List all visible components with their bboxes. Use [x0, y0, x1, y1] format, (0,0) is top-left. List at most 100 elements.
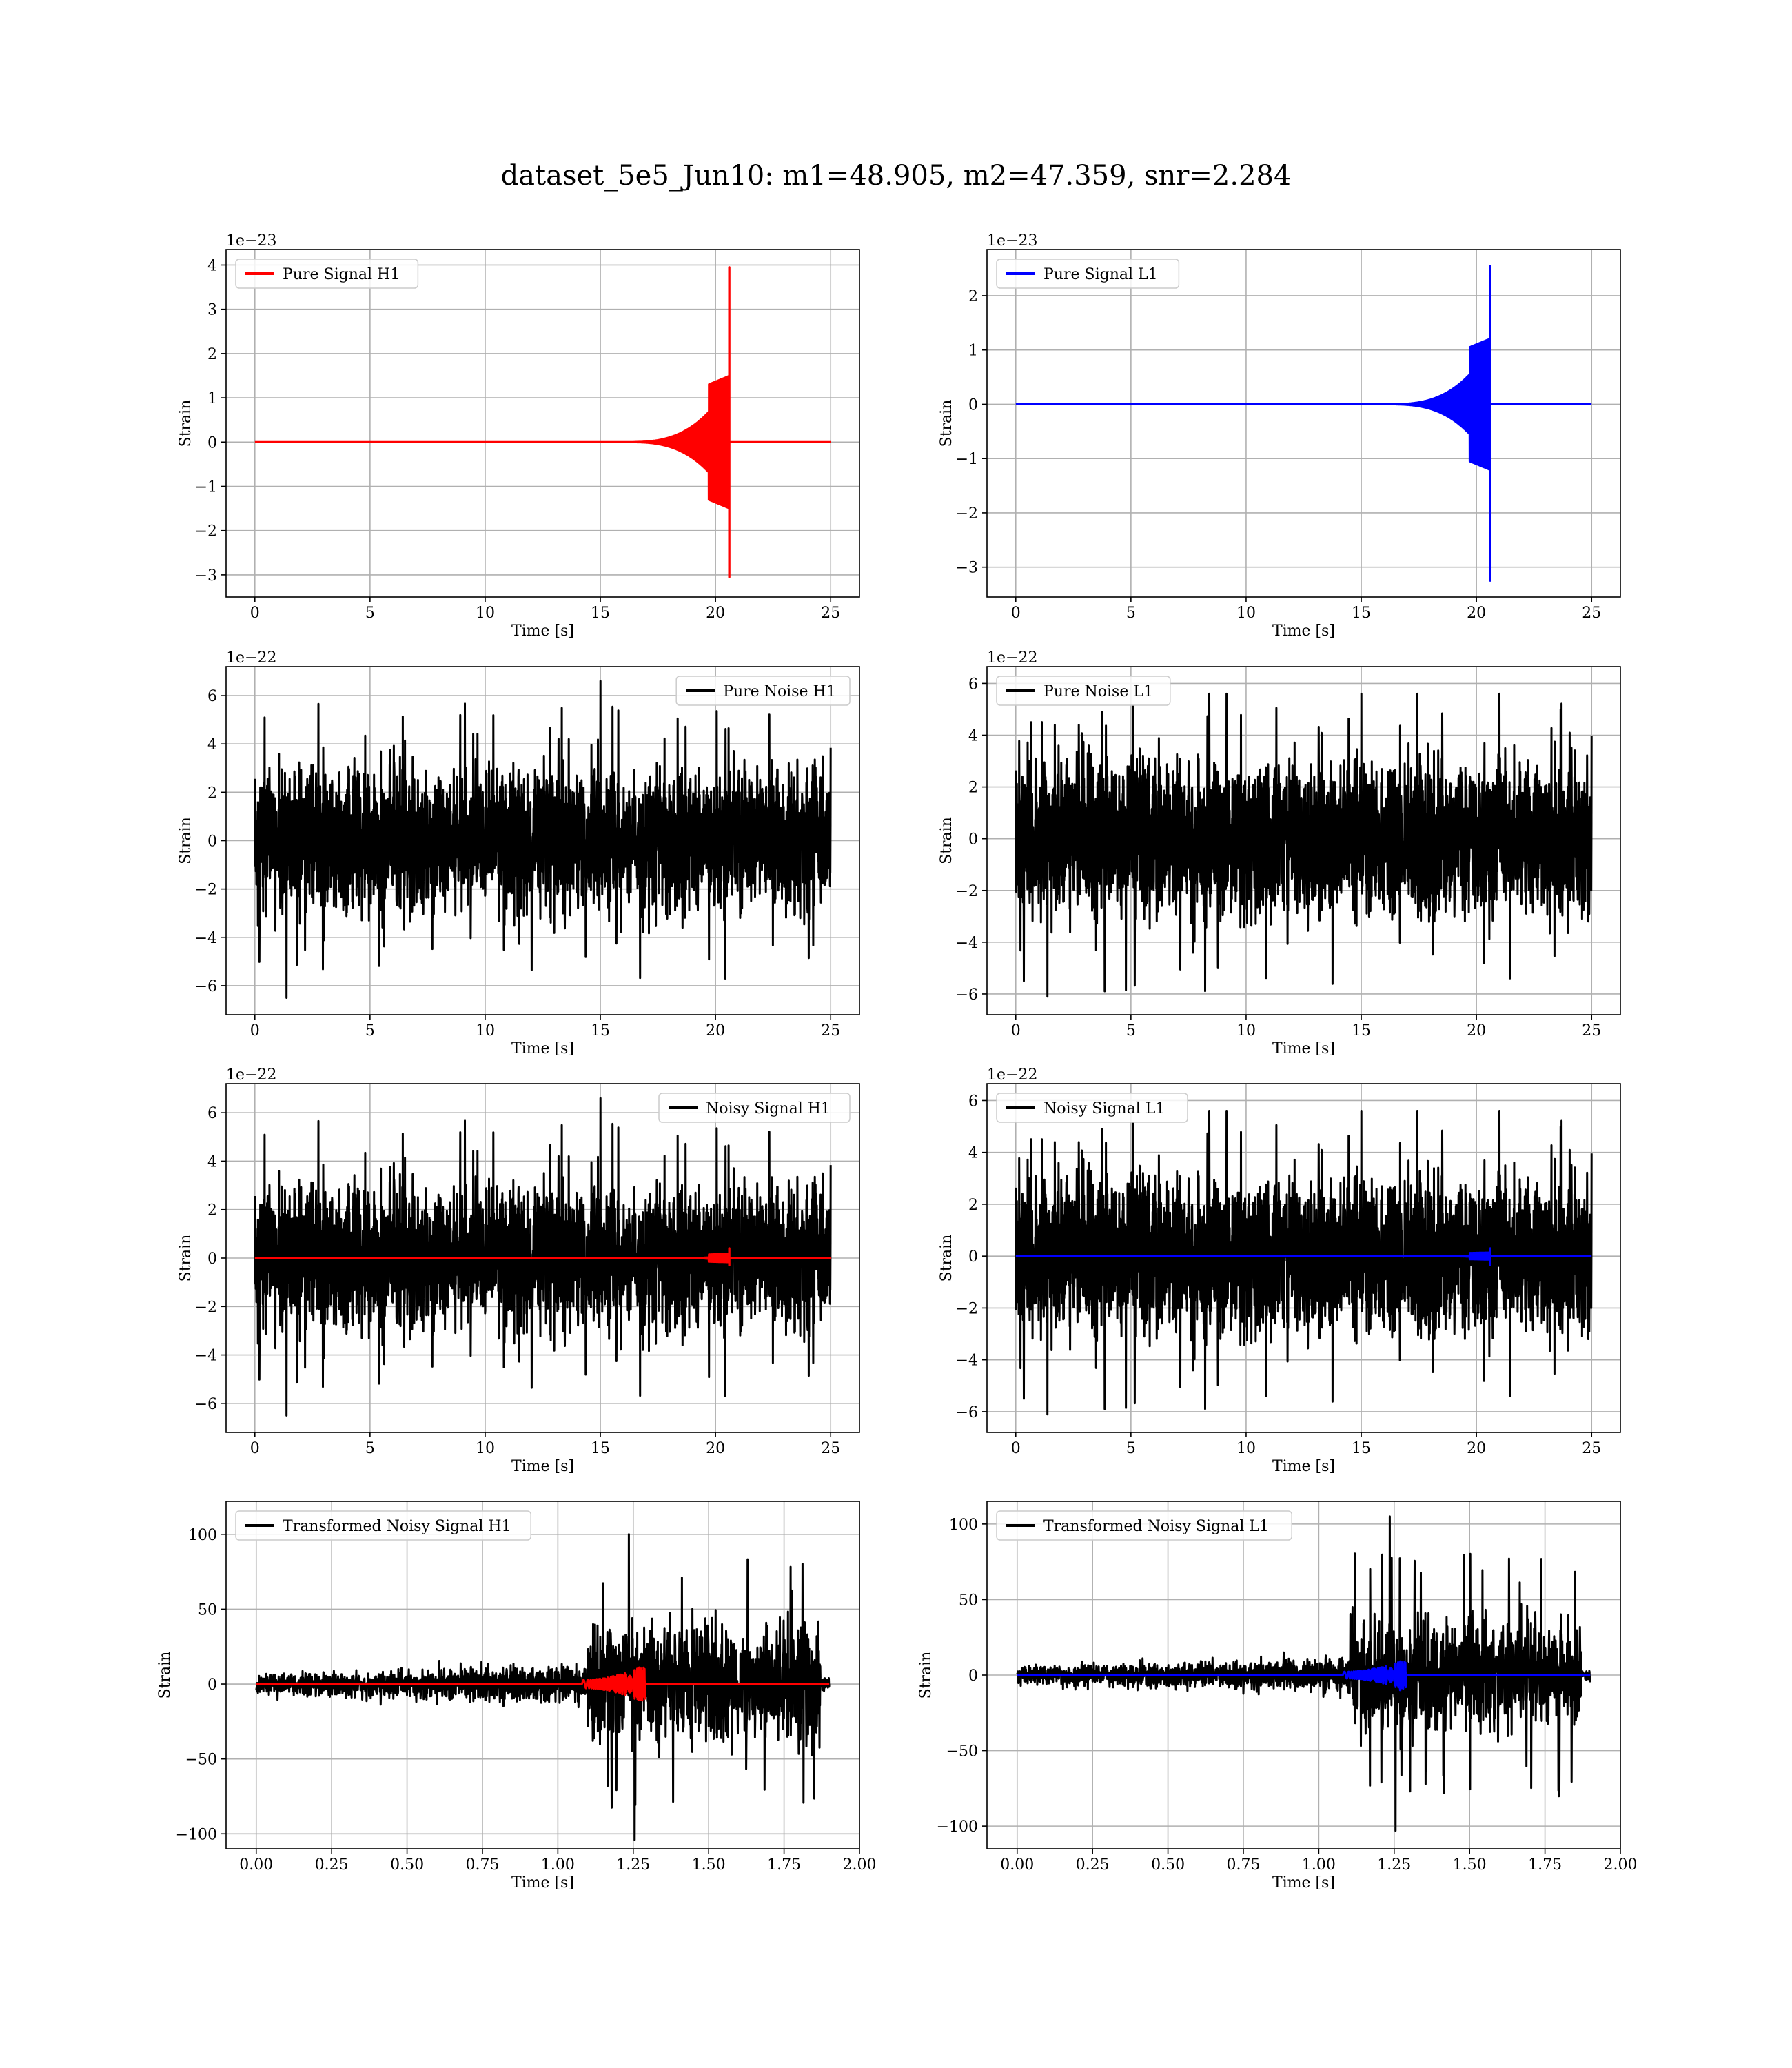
y-tick-label: 0: [968, 1248, 978, 1266]
y-axis-label: Strain: [938, 817, 955, 864]
legend-box: [675, 676, 851, 706]
y-axis-label: Strain: [177, 400, 194, 447]
x-axis-label: Time [s]: [511, 1874, 574, 1892]
x-axis-label: Time [s]: [511, 1458, 574, 1475]
x-tick-label: 5: [1126, 605, 1136, 622]
series-group: [1015, 692, 1593, 998]
axis-offset-text: 1e−22: [987, 1066, 1037, 1084]
y-tick-label: 1: [207, 390, 217, 407]
axis-offset-text: 1e−23: [987, 232, 1037, 250]
x-tick-label: 15: [591, 1022, 610, 1040]
series-line-2: [255, 1666, 831, 1702]
y-tick-label: −4: [956, 935, 978, 952]
y-tick-label: −2: [956, 883, 978, 900]
x-tick-label: 15: [591, 605, 610, 622]
legend: Transformed Noisy Signal L1: [996, 1510, 1292, 1541]
subplot-8: 0.00 0.25 0.50 0.75 1.00 1.25 1.50 1.75 2.00 −100…: [917, 1501, 1637, 1892]
y-axis-label: Strain: [177, 1235, 194, 1282]
y-tick-label: 6: [968, 1093, 978, 1110]
legend-label: Noisy Signal H1: [706, 1100, 831, 1117]
y-axis-label: Strain: [917, 1652, 935, 1699]
plot-area: [226, 250, 859, 597]
y-tick-label: −4: [956, 1352, 978, 1370]
series-group: [254, 680, 832, 999]
x-tick-label: 20: [706, 1440, 725, 1457]
x-tick-label: 15: [591, 1440, 610, 1457]
legend: Transformed Noisy Signal H1: [235, 1510, 531, 1541]
subplot-7: 0.00 0.25 0.50 0.75 1.00 1.25 1.50 1.75 2.00 −100…: [156, 1501, 876, 1892]
series-line-1: [1015, 692, 1593, 998]
x-tick-label: 15: [1352, 1440, 1371, 1457]
x-tick-label: 5: [365, 1440, 375, 1457]
axes-frame: [986, 666, 1621, 1015]
x-tick-label: 5: [365, 605, 375, 622]
x-tick-label: 0: [1011, 1440, 1021, 1457]
x-tick-label: 1.00: [541, 1856, 575, 1874]
x-tick-label: 10: [476, 1440, 495, 1457]
legend-label: Noisy Signal L1: [1043, 1100, 1165, 1117]
y-tick-label: −2: [195, 523, 217, 540]
x-tick-label: 0: [250, 605, 260, 622]
x-tick-label: 0: [1011, 1022, 1021, 1040]
x-tick-label: 0.50: [390, 1856, 424, 1874]
series-line-1: [1015, 1110, 1593, 1416]
y-tick-label: −3: [956, 560, 978, 577]
y-tick-label: 2: [968, 1197, 978, 1214]
x-tick-label: 20: [706, 1022, 725, 1040]
y-tick-label: 0: [207, 1250, 217, 1268]
y-tick-label: −100: [937, 1818, 978, 1836]
subplot-grid: 0 5 10 15 20 25 −3 −2 −1 0 1 2 3 4 Time [s] Strain 1e−23…: [156, 232, 1637, 1892]
y-tick-label: −3: [195, 567, 217, 585]
legend-box: [996, 1510, 1292, 1541]
series-line-1: [254, 266, 832, 578]
legend-box: [235, 1510, 531, 1541]
subplot-5: 0 5 10 15 20 25 −6 −4 −2 0 2 4 6 Time [s] Strain 1e−22 N…: [177, 1066, 860, 1475]
y-tick-label: −50: [946, 1743, 978, 1761]
y-tick-label: 100: [188, 1527, 217, 1544]
y-tick-label: −6: [956, 986, 978, 1004]
y-axis-label: Strain: [177, 817, 194, 864]
x-tick-label: 20: [706, 605, 725, 622]
x-tick-label: 5: [365, 1022, 375, 1040]
y-tick-label: −100: [176, 1826, 217, 1843]
y-axis-label: Strain: [156, 1652, 174, 1699]
axis-offset-text: 1e−23: [226, 232, 276, 250]
x-tick-label: 10: [1236, 1440, 1256, 1457]
legend-label: Pure Signal L1: [1043, 266, 1158, 283]
legend-label: Pure Noise L1: [1043, 683, 1153, 700]
axes-frame: [225, 249, 860, 598]
x-axis-label: Time [s]: [1272, 622, 1335, 640]
y-tick-label: 50: [198, 1601, 217, 1619]
subplot-6: 0 5 10 15 20 25 −6 −4 −2 0 2 4 6 Time [s] Strain 1e−22 N…: [938, 1066, 1621, 1475]
axis-offset-text: 1e−22: [226, 649, 276, 667]
axis-offset-text: 1e−22: [226, 1066, 276, 1084]
axes-frame: [986, 1083, 1621, 1433]
x-tick-label: 25: [1582, 1440, 1601, 1457]
series-group: [254, 1097, 832, 1417]
y-tick-label: −4: [195, 930, 217, 947]
y-axis-label: Strain: [938, 1235, 955, 1282]
series-line-2: [254, 1247, 832, 1266]
figure-title: dataset_5e5_Jun10: m1=48.905, m2=47.359,…: [501, 160, 1292, 192]
y-tick-label: 3: [207, 302, 217, 319]
x-tick-label: 20: [1467, 1440, 1486, 1457]
y-tick-label: −1: [195, 478, 217, 496]
legend-box: [658, 1093, 851, 1123]
x-tick-label: 25: [1582, 1022, 1601, 1040]
x-tick-label: 0.75: [465, 1856, 499, 1874]
y-tick-label: −6: [195, 1396, 217, 1413]
y-tick-label: −1: [956, 451, 978, 468]
y-tick-label: 4: [968, 727, 978, 744]
y-tick-label: 4: [207, 736, 217, 753]
plot-area: [987, 250, 1620, 597]
series-line-1: [255, 1533, 831, 1841]
series-group: [1015, 265, 1593, 582]
legend-label: Transformed Noisy Signal L1: [1043, 1518, 1269, 1535]
x-tick-label: 10: [476, 605, 495, 622]
x-tick-label: 20: [1467, 605, 1486, 622]
y-tick-label: 6: [968, 676, 978, 693]
x-tick-label: 15: [1352, 605, 1371, 622]
x-tick-label: 0.00: [239, 1856, 273, 1874]
x-tick-label: 0.50: [1151, 1856, 1185, 1874]
